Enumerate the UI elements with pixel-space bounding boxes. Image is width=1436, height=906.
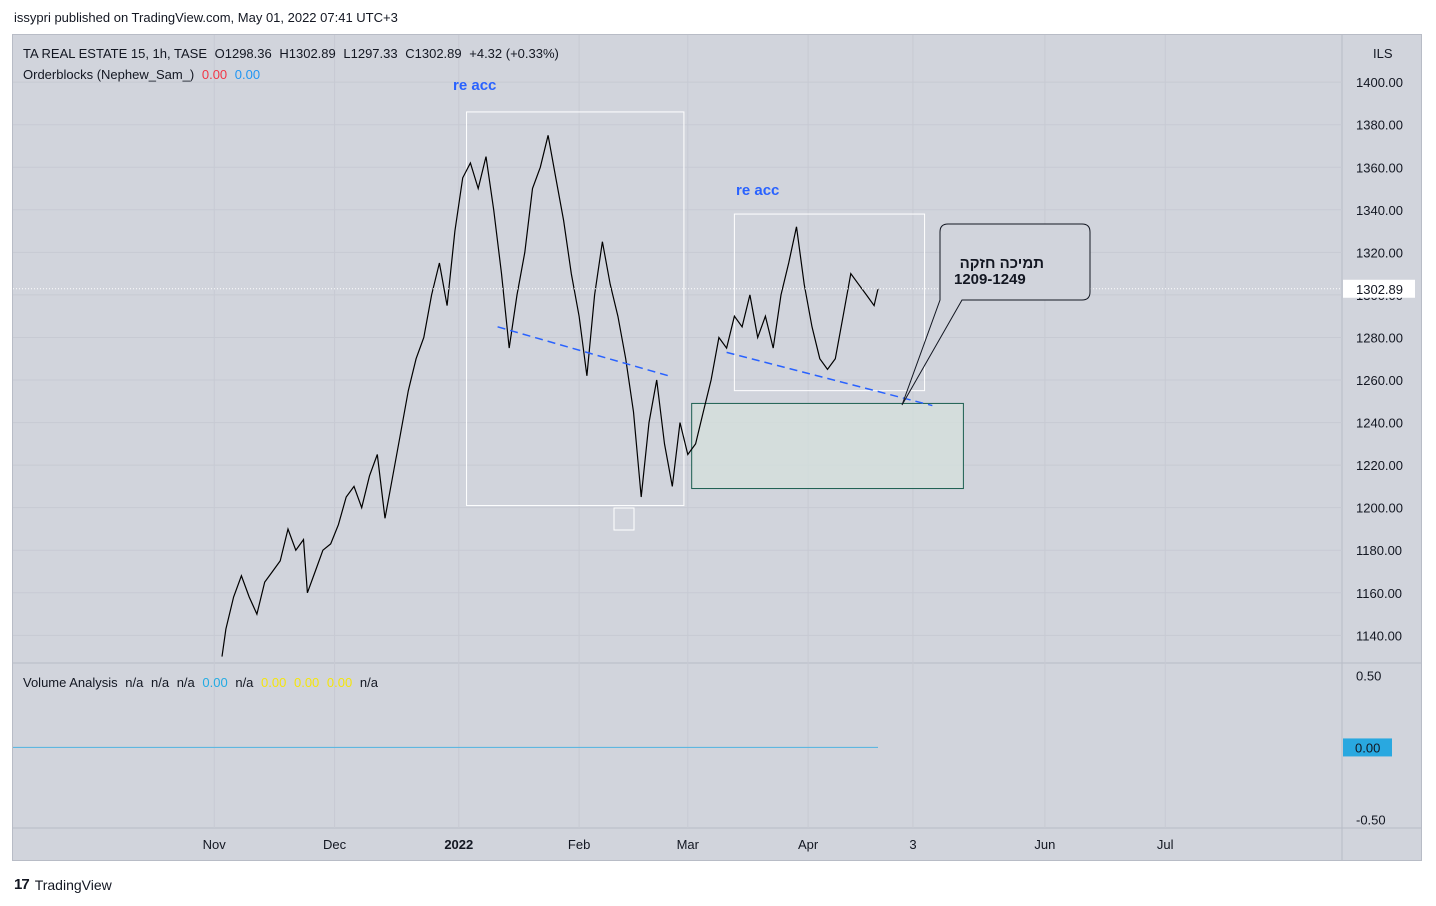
price-tick-label: 1160.00 — [1356, 586, 1402, 601]
price-tick-label: 1340.00 — [1356, 203, 1403, 218]
re-acc-label-1: re acc — [453, 77, 496, 94]
footer-brand[interactable]: 17 TradingView — [14, 876, 112, 893]
last-price-tag — [1343, 279, 1415, 298]
volume-value-label: 0.00 — [1355, 740, 1380, 755]
trendline-2[interactable] — [726, 351, 933, 407]
support-zone[interactable] — [691, 402, 964, 490]
volume-v6: 0.00 — [261, 675, 287, 690]
legend-low: L1297.33 — [343, 46, 398, 61]
volume-v8: 0.00 — [326, 675, 353, 690]
footer-brand-text: TradingView — [34, 876, 112, 893]
price-tick-label: 1280.00 — [1356, 330, 1403, 345]
time-tick-label: Dec — [323, 837, 347, 852]
legend-high: H1302.89 — [279, 46, 336, 61]
volume-tick-label: 0.50 — [1356, 669, 1381, 684]
volume-tick-label: -0.50 — [1356, 812, 1386, 827]
time-tick-label: Nov — [203, 837, 227, 852]
volume-v1: n/a — [125, 675, 144, 690]
callout-text-line2: 1209-1249 — [954, 271, 1026, 288]
callout-bubble — [901, 223, 1091, 406]
time-tick-label: 2022 — [444, 837, 473, 852]
price-tick-label: 1260.00 — [1356, 373, 1403, 388]
main-legend: TA REAL ESTATE 15, 1h, TASE O1298.36 H13… — [23, 46, 563, 61]
grid — [13, 35, 1342, 828]
price-tick-label: 1400.00 — [1356, 75, 1403, 90]
volume-v3: n/a — [176, 675, 195, 690]
price-tick-label: 1220.00 — [1356, 458, 1403, 473]
indicator-value-1: 0.00 — [201, 67, 228, 82]
volume-v5: n/a — [235, 675, 254, 690]
price-tick-label: 1380.00 — [1356, 118, 1403, 133]
legend-close: C1302.89 — [405, 46, 462, 61]
price-tick-label: 1240.00 — [1356, 416, 1403, 431]
last-price-label: 1302.89 — [1356, 282, 1403, 297]
legend-change: +4.32 (+0.33%) — [469, 46, 559, 61]
volume-v4: 0.00 — [202, 675, 228, 690]
time-axis: SepNovDec2022FebMarApr3JunJul — [203, 837, 1174, 852]
re-acc-box-2[interactable] — [733, 213, 926, 392]
callout-text-line1: תמיכה חזקה — [960, 255, 1044, 272]
price-tick-label: 1140.00 — [1356, 628, 1402, 643]
time-tick-label: Mar — [677, 837, 700, 852]
time-tick-label: Apr — [798, 837, 819, 852]
time-tick-label: Feb — [568, 837, 590, 852]
volume-name[interactable]: Volume Analysis — [23, 675, 118, 690]
time-tick-label: 3 — [909, 837, 916, 852]
legend-open: O1298.36 — [214, 46, 272, 61]
currency-label: ILS — [1373, 46, 1393, 61]
indicator-name[interactable]: Orderblocks (Nephew_Sam_) — [23, 67, 195, 82]
tradingview-logo-icon: 17 — [14, 876, 30, 893]
legend-symbol[interactable]: TA REAL ESTATE 15, 1h, TASE — [23, 46, 207, 61]
price-tick-label: 1360.00 — [1356, 160, 1403, 175]
volume-v2: n/a — [151, 675, 170, 690]
price-axis: 1400.001380.001360.001340.001320.001300.… — [1356, 75, 1403, 643]
trendline-1[interactable] — [497, 326, 669, 377]
price-tick-label: 1180.00 — [1356, 543, 1402, 558]
indicator-value-2: 0.00 — [234, 67, 261, 82]
indicator-legend: Orderblocks (Nephew_Sam_) 0.00 0.00 — [23, 67, 264, 82]
small-box-marker[interactable] — [613, 507, 635, 531]
volume-v7: 0.00 — [293, 675, 320, 690]
price-series — [221, 135, 879, 657]
re-acc-label-2: re acc — [736, 182, 779, 199]
re-acc-box-1[interactable] — [466, 111, 685, 507]
callout[interactable]: תמיכה חזקה 1209-1249 — [901, 223, 1091, 406]
volume-v9: n/a — [359, 675, 378, 690]
time-tick-label: Jun — [1034, 837, 1055, 852]
volume-value-tag — [1343, 738, 1392, 757]
publisher-line: issypri published on TradingView.com, Ma… — [14, 10, 398, 25]
time-tick-label: Jul — [1157, 837, 1174, 852]
price-tick-label: 1200.00 — [1356, 501, 1403, 516]
volume-legend: Volume Analysis n/a n/a n/a 0.00 n/a 0.0… — [23, 675, 382, 690]
price-tick-label: 1320.00 — [1356, 245, 1403, 260]
